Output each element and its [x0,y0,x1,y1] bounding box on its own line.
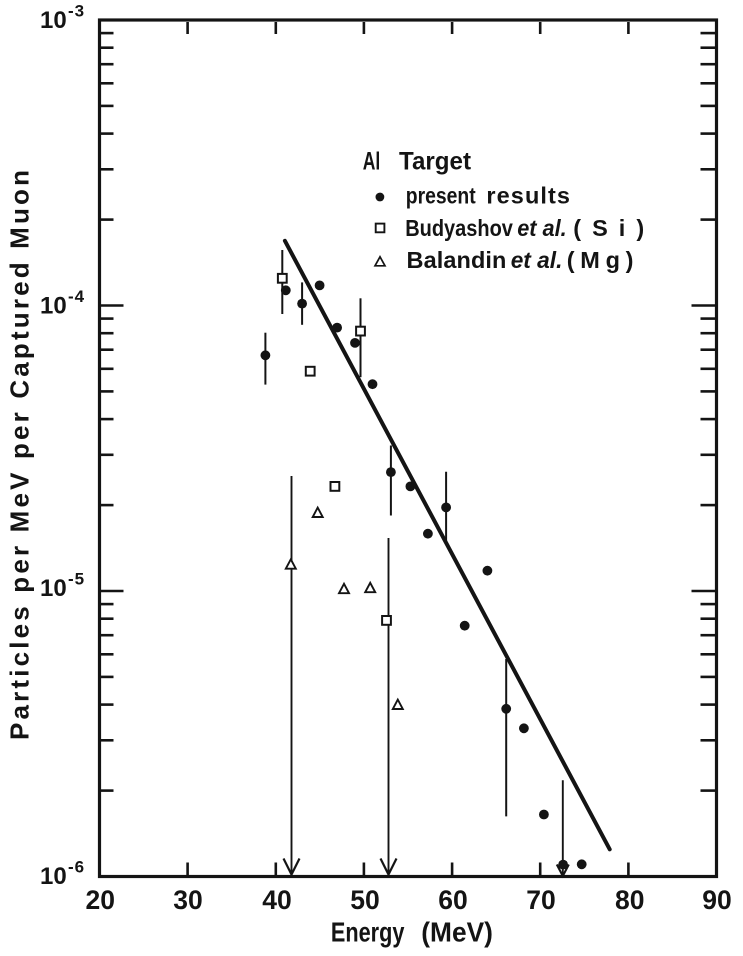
svg-text:Energy: Energy [331,917,405,948]
svg-text:results: results [486,182,570,208]
svg-text:20: 20 [85,885,114,915]
svg-text:40: 40 [262,885,291,915]
svg-text:Balandin: Balandin [407,247,507,273]
svg-text:-4: -4 [68,287,85,306]
svg-text:et al.: et al. [511,247,563,273]
svg-text:90: 90 [702,885,731,915]
svg-text:70: 70 [526,885,555,915]
svg-text:et al.: et al. [517,215,567,241]
svg-text:Target: Target [399,148,472,176]
svg-text:10: 10 [40,575,67,602]
svg-text:-6: -6 [68,858,85,877]
svg-text:Particles per MeV per Captured: Particles per MeV per Captured Muon [5,170,35,740]
svg-text:-5: -5 [68,570,85,589]
svg-text:60: 60 [438,885,467,915]
svg-text:Al: Al [363,148,381,176]
svg-text:present: present [406,182,476,208]
svg-text:80: 80 [615,885,644,915]
svg-text:(MeV): (MeV) [421,917,493,948]
svg-text:Budyashov: Budyashov [405,215,513,241]
svg-text:-3: -3 [68,2,85,21]
svg-text:50: 50 [350,885,379,915]
svg-text:10: 10 [40,293,67,320]
svg-text:10: 10 [40,863,67,890]
svg-text:30: 30 [173,885,202,915]
svg-text:10: 10 [40,7,67,34]
